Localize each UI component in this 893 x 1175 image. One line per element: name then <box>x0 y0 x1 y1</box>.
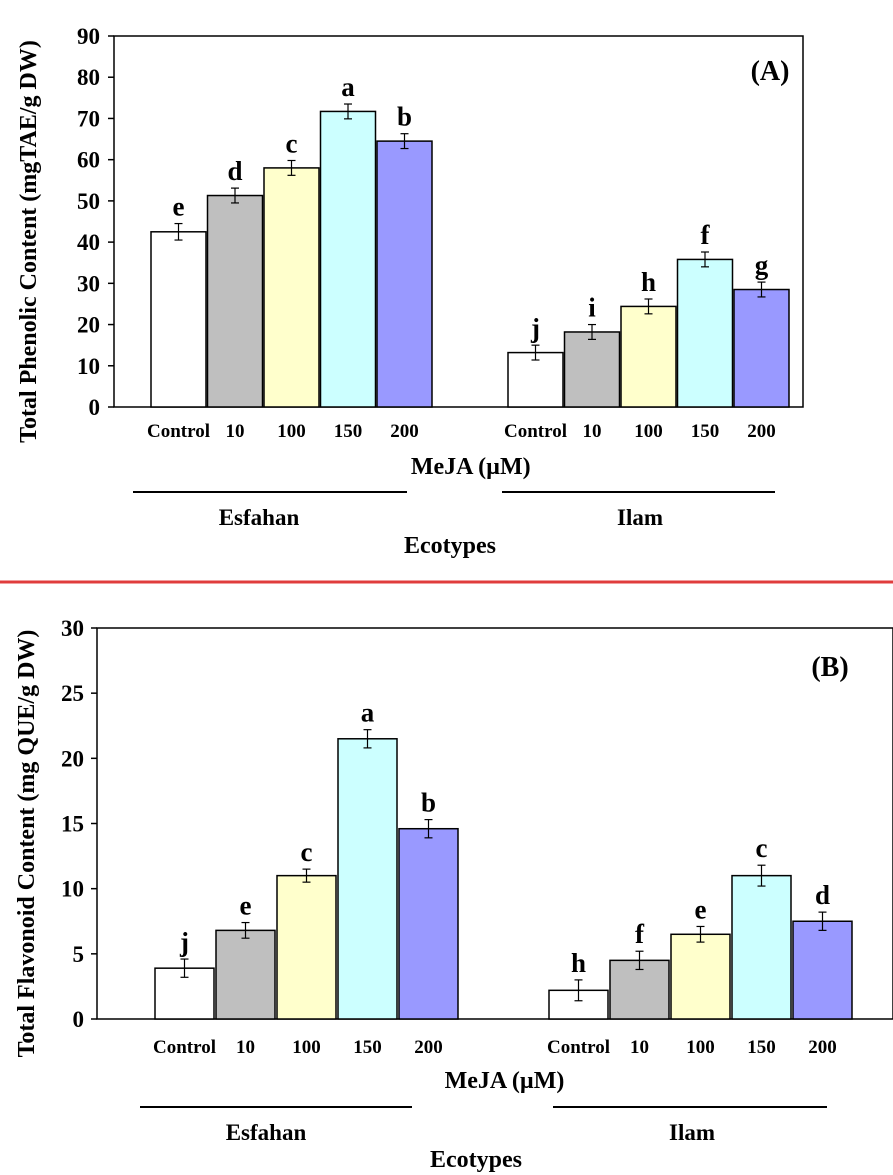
bar <box>150 231 207 408</box>
bar <box>215 929 276 1020</box>
category-label: 10 <box>236 1037 255 1058</box>
y-tick-label: 20 <box>61 746 84 771</box>
bar <box>676 258 734 408</box>
bar <box>620 305 677 408</box>
x-axis-label: MeJA (µM) <box>411 454 531 480</box>
category-label: 200 <box>414 1037 443 1058</box>
category-label: 10 <box>630 1037 649 1058</box>
significance-letter: a <box>341 72 355 102</box>
significance-letter: j <box>179 927 189 957</box>
y-tick-label: 25 <box>61 681 84 706</box>
significance-letter: c <box>286 128 298 158</box>
y-tick-label: 30 <box>61 616 84 641</box>
significance-letter: b <box>397 102 412 132</box>
y-tick-label: 0 <box>89 395 101 420</box>
significance-letter: e <box>240 891 252 921</box>
category-label: 200 <box>390 421 419 442</box>
significance-letter: g <box>755 250 769 280</box>
category-label: 10 <box>226 421 245 442</box>
bar <box>376 140 433 408</box>
bar <box>206 194 264 408</box>
category-label: 150 <box>747 1037 776 1058</box>
category-label: Control <box>153 1037 216 1058</box>
significance-letter: b <box>421 788 436 818</box>
y-tick-label: 30 <box>77 271 100 296</box>
y-tick-label: 5 <box>73 942 85 967</box>
category-label: 150 <box>353 1037 382 1058</box>
y-axis-label: Total Flavonoid Content (mg QUE/g DW) <box>14 630 40 1058</box>
bar <box>398 827 459 1020</box>
bar <box>670 933 731 1020</box>
category-label: 100 <box>292 1037 321 1058</box>
category-label: 200 <box>808 1037 837 1058</box>
significance-letter: f <box>701 220 711 250</box>
panel-label: (A) <box>751 56 790 87</box>
y-tick-label: 80 <box>77 65 100 90</box>
chart-panel-a: 0 10 20 30 40 50 60 70 80 90 Total Phenolic Conten… <box>16 24 804 559</box>
y-tick-label: 0 <box>73 1007 85 1032</box>
category-label: 150 <box>334 421 363 442</box>
panel-label: (B) <box>811 652 848 683</box>
significance-letter: f <box>635 919 645 949</box>
bar <box>263 167 320 408</box>
y-tick-label: 60 <box>77 148 100 173</box>
bar <box>731 874 792 1020</box>
group-label: Ilam <box>669 1120 715 1145</box>
bar <box>792 920 853 1020</box>
significance-letter: c <box>756 833 768 863</box>
significance-letter: h <box>641 267 656 297</box>
category-label: 100 <box>634 421 663 442</box>
category-label: Control <box>147 421 210 442</box>
x-axis-label: MeJA (µM) <box>445 1068 565 1094</box>
significance-letter: a <box>361 698 375 728</box>
chart-panel-b: 0 5 10 15 20 25 30 Total Flavonoid Content (mg … <box>14 616 893 1173</box>
bar <box>563 331 621 408</box>
category-label: Control <box>504 421 567 442</box>
bar <box>276 874 337 1020</box>
y-tick-label: 10 <box>61 877 84 902</box>
significance-letter: d <box>227 156 242 186</box>
y-tick-label: 50 <box>77 189 100 214</box>
y-tick-label: 10 <box>77 354 100 379</box>
category-label: 100 <box>277 421 306 442</box>
significance-letter: e <box>695 894 707 924</box>
y-tick-label: 70 <box>77 106 100 131</box>
y-axis-label: Total Phenolic Content (mgTAE/g DW) <box>16 40 42 443</box>
significance-letter: d <box>815 880 830 910</box>
significance-letter: h <box>571 948 586 978</box>
plot-area <box>113 35 804 408</box>
category-label: Control <box>547 1037 610 1058</box>
significance-letter: j <box>530 313 540 343</box>
category-label: 100 <box>686 1037 715 1058</box>
category-label: 10 <box>583 421 602 442</box>
significance-letter: c <box>301 837 313 867</box>
y-tick-label: 90 <box>77 24 100 49</box>
bar <box>733 288 790 408</box>
bar <box>337 738 398 1020</box>
bar <box>319 110 377 408</box>
significance-letter: e <box>173 192 185 222</box>
group-label: Esfahan <box>226 1120 307 1145</box>
group-label: Ilam <box>617 505 663 530</box>
group-axis-label: Ecotypes <box>430 1147 522 1173</box>
category-label: 150 <box>691 421 720 442</box>
significance-letter: i <box>588 293 596 323</box>
group-axis-label: Ecotypes <box>404 533 496 559</box>
bar <box>507 351 564 408</box>
y-tick-label: 20 <box>77 313 100 338</box>
y-tick-label: 15 <box>61 812 84 837</box>
category-label: 200 <box>747 421 776 442</box>
bar <box>609 959 670 1020</box>
group-label: Esfahan <box>219 505 300 530</box>
y-tick-label: 40 <box>77 230 100 255</box>
